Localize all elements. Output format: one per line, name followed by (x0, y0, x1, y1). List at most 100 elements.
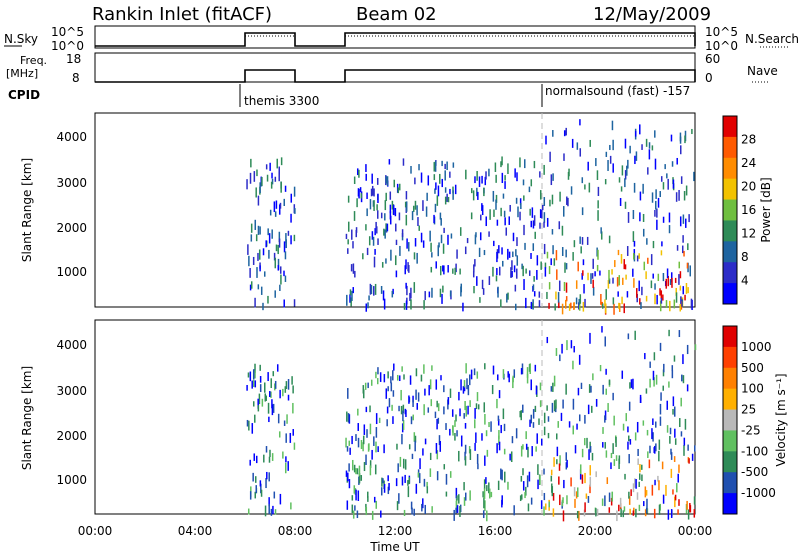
radar-cell (449, 171, 451, 178)
radar-cell (563, 206, 565, 217)
nsky-tick-top: 10^5 (51, 25, 84, 39)
radar-cell (392, 370, 394, 381)
radar-cell (629, 145, 631, 154)
radar-cell (433, 174, 436, 181)
radar-cell (450, 233, 453, 239)
radar-cell (484, 413, 486, 425)
radar-cell (605, 388, 607, 395)
radar-cell (670, 452, 673, 460)
radar-cell (669, 435, 671, 444)
radar-cell (572, 360, 574, 370)
radar-cell (350, 264, 353, 272)
radar-cell (656, 219, 658, 230)
radar-cell (255, 485, 257, 494)
radar-cell (365, 454, 367, 465)
radar-cell (483, 488, 486, 499)
radar-cell (412, 205, 415, 212)
radar-cell (496, 251, 498, 263)
radar-cell (276, 364, 279, 372)
radar-cell (648, 142, 651, 149)
radar-cell (284, 185, 287, 192)
radar-cell (397, 187, 400, 194)
radar-cell (543, 412, 546, 424)
radar-cell (402, 404, 405, 414)
radar-cell (663, 363, 665, 373)
radar-cell (416, 252, 418, 264)
radar-cell (416, 205, 418, 216)
radar-cell (371, 510, 374, 520)
radar-cell (662, 182, 665, 190)
radar-cell (349, 294, 351, 303)
radar-cell (507, 163, 509, 175)
radar-cell (647, 451, 649, 458)
radar-cell (359, 187, 362, 193)
radar-cell (405, 259, 407, 270)
radar-cell (488, 168, 490, 177)
radar-cell (565, 282, 568, 293)
radar-cell (249, 371, 252, 382)
radar-cell (486, 510, 488, 522)
radar-cell (521, 263, 523, 270)
radar-cell (405, 214, 408, 226)
radar-cell (268, 472, 270, 482)
radar-cell (449, 290, 452, 297)
radar-cell (285, 233, 287, 244)
radar-cell (390, 249, 392, 261)
radar-cell (400, 389, 402, 401)
radar-cell (674, 494, 677, 501)
radar-cell (385, 388, 388, 399)
radar-cell (680, 176, 683, 184)
radar-cell (351, 504, 354, 513)
radar-cell (465, 363, 467, 374)
radar-cell (395, 478, 398, 487)
radar-cell (502, 408, 505, 420)
radar-cell (681, 245, 684, 254)
radar-cell (431, 506, 433, 513)
colorbar-tick: -500 (741, 465, 768, 479)
radar-cell (440, 218, 442, 226)
radar-cell (377, 446, 379, 453)
radar-cell (627, 333, 630, 340)
radar-cell (347, 413, 350, 423)
radar-cell (553, 258, 556, 266)
radar-cell (267, 372, 269, 382)
radar-cell (262, 248, 265, 256)
radar-cell (632, 378, 634, 390)
radar-cell (661, 241, 663, 247)
radar-cell (261, 176, 263, 187)
radar-cell (410, 416, 413, 425)
radar-cell (643, 261, 646, 271)
radar-cell (543, 212, 546, 223)
radar-cell (273, 252, 276, 261)
radar-cell (259, 226, 261, 235)
radar-cell (659, 288, 661, 296)
radar-cell (642, 228, 645, 237)
radar-cell (584, 184, 586, 190)
radar-cell (683, 445, 685, 456)
radar-cell (668, 225, 671, 234)
radar-cell (433, 214, 435, 224)
radar-cell (597, 249, 599, 260)
radar-cell (547, 432, 550, 439)
radar-cell (453, 509, 455, 521)
radar-cell (522, 481, 525, 491)
radar-cell (676, 245, 679, 251)
radar-cell (627, 441, 629, 450)
radar-cell (589, 332, 591, 344)
radar-cell (526, 367, 529, 378)
radar-cell (660, 176, 663, 182)
radar-cell (682, 354, 684, 365)
radar-cell (371, 173, 373, 184)
radar-cell (407, 480, 409, 486)
radar-cell (645, 138, 648, 147)
radar-cell (680, 296, 682, 307)
radar-cell (452, 425, 454, 433)
radar-cell (582, 301, 585, 312)
radar-cell (387, 475, 389, 482)
radar-cell (357, 490, 360, 501)
radar-cell (574, 445, 577, 454)
radar-cell (278, 238, 281, 248)
radar-cell (482, 288, 485, 295)
radar-cell (452, 190, 454, 200)
radar-cell (458, 391, 460, 401)
